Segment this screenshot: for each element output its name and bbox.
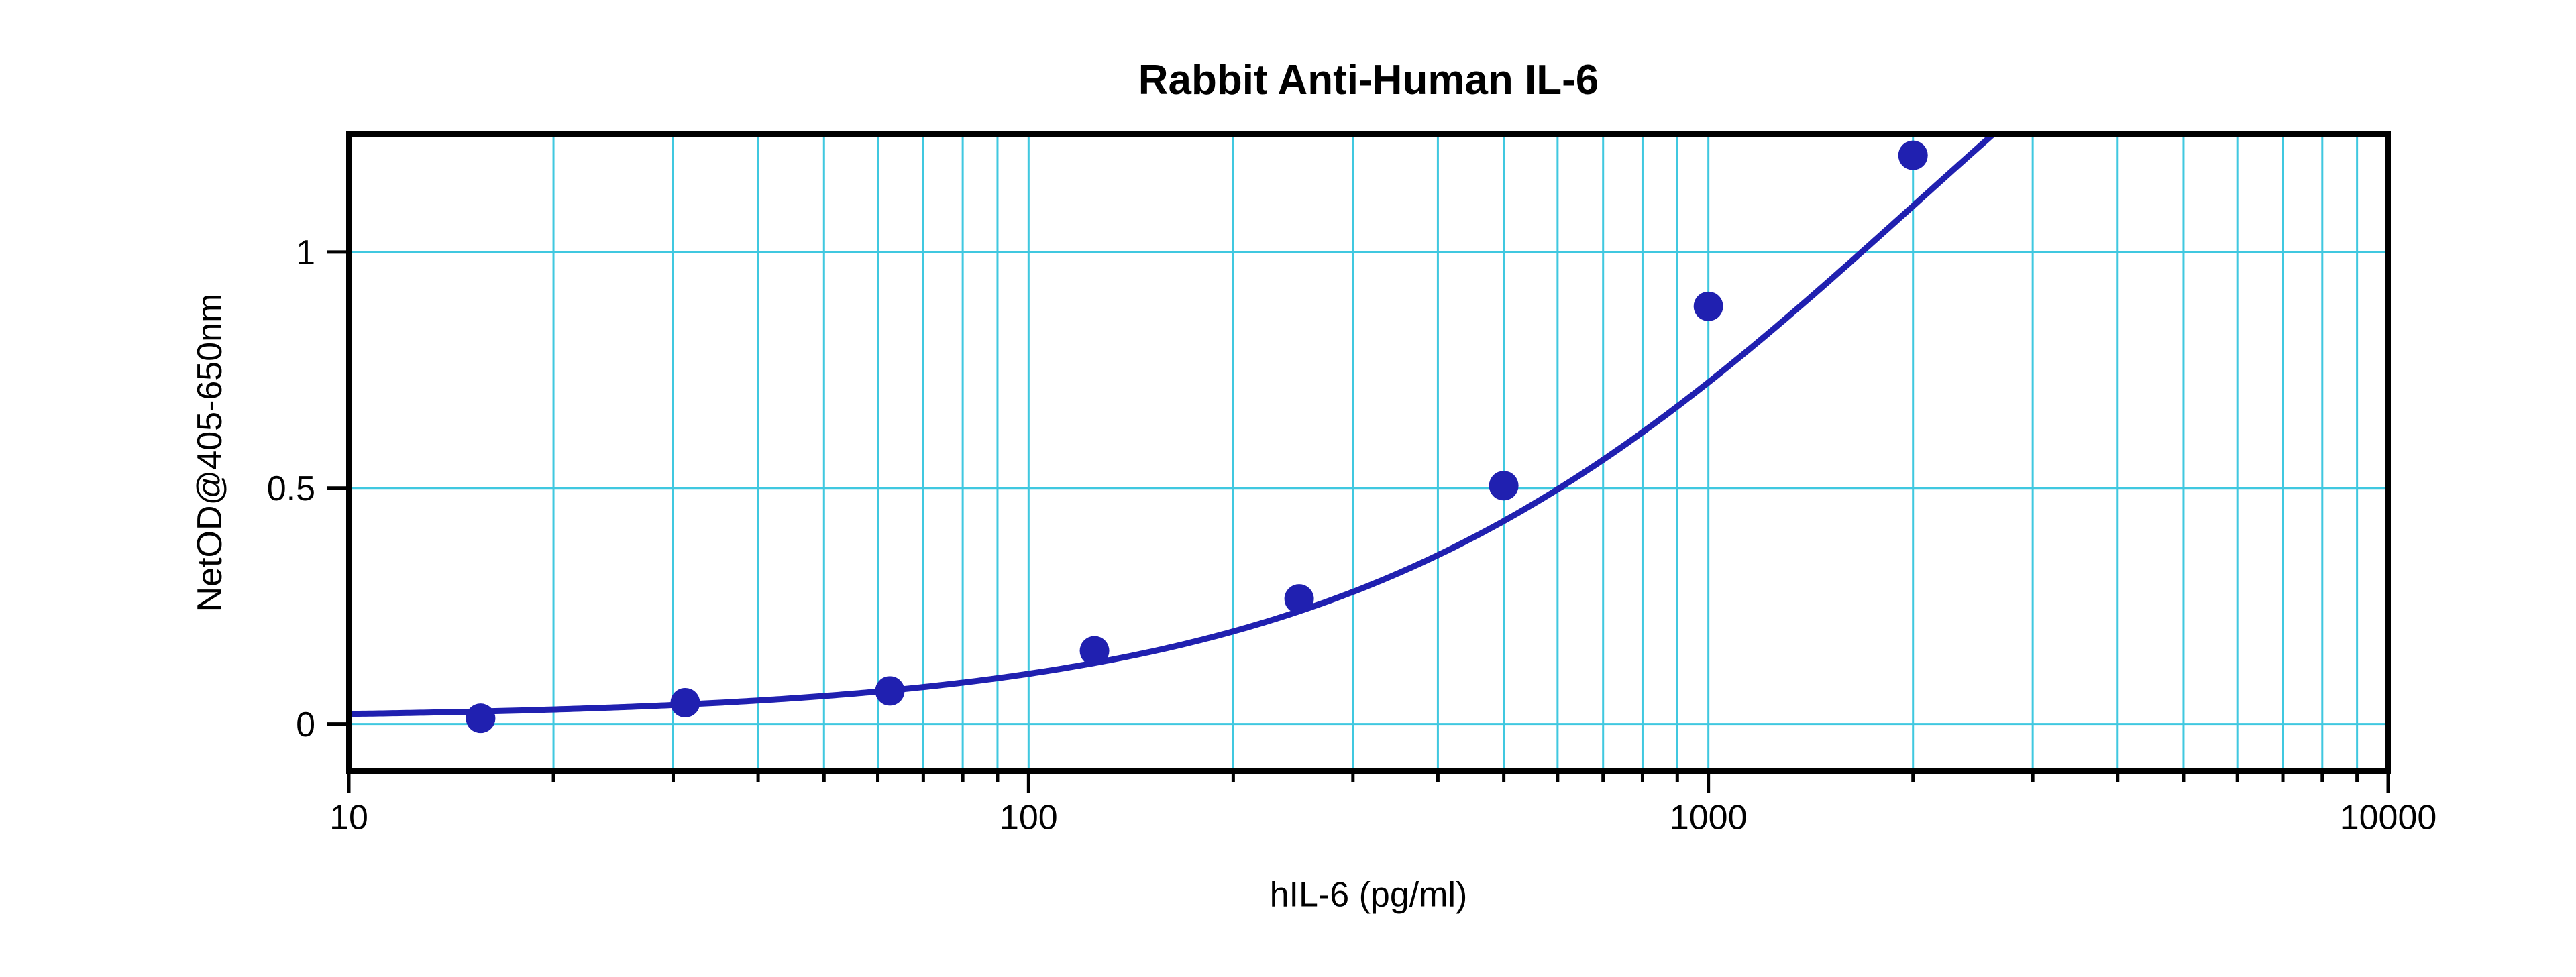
data-point [1898, 141, 1928, 170]
elisa-curve-chart: 10 100 1000 10000 0 0.5 1 Rabbit Anti-Human IL-… [0, 0, 2576, 977]
x-tick-label: 10000 [2340, 799, 2437, 838]
y-tick-label: 0.5 [267, 469, 315, 508]
chart-title: Rabbit Anti-Human IL-6 [1138, 57, 1599, 103]
data-point [1080, 636, 1110, 666]
x-tick-label: 10 [329, 799, 368, 838]
y-tick-label: 1 [296, 233, 315, 272]
y-axis-label: NetOD@405-650nm [191, 294, 229, 612]
data-point [1694, 292, 1723, 321]
data-point [1489, 471, 1519, 500]
x-axis-label: hIL-6 (pg/ml) [1270, 876, 1468, 915]
data-point [466, 703, 495, 733]
x-tick-label: 1000 [1670, 799, 1748, 838]
x-tick-label: 100 [1000, 799, 1058, 838]
data-point [875, 676, 904, 705]
y-tick-label: 0 [296, 705, 315, 744]
data-point [1285, 584, 1314, 614]
data-point [670, 688, 700, 717]
